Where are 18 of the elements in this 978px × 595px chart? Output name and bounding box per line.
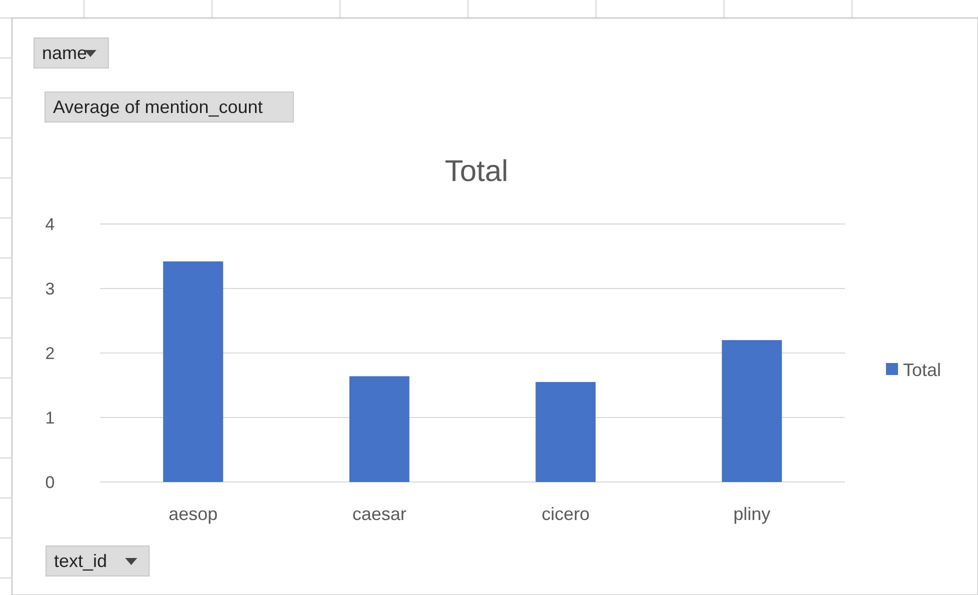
text: Average of mention_count xyxy=(53,97,263,117)
text: name xyxy=(42,43,88,63)
x-tick-label: caesar xyxy=(352,504,406,524)
bar xyxy=(536,382,596,482)
chart-title: Total xyxy=(444,155,508,188)
y-tick-label: 3 xyxy=(45,280,55,298)
bar xyxy=(163,261,224,482)
x-tick-label: cicero xyxy=(542,504,590,524)
legend-label: Total xyxy=(903,360,942,380)
y-tick-label: 4 xyxy=(45,215,55,234)
y-tick-label: 1 xyxy=(45,408,55,428)
bar xyxy=(349,376,410,482)
bar xyxy=(722,340,782,482)
y-tick-label: 0 xyxy=(45,473,55,492)
x-tick-label: aesop xyxy=(168,504,218,524)
x-tick-label: pliny xyxy=(733,504,770,524)
y-tick-label: 2 xyxy=(45,344,55,363)
text: text_id xyxy=(54,551,108,571)
